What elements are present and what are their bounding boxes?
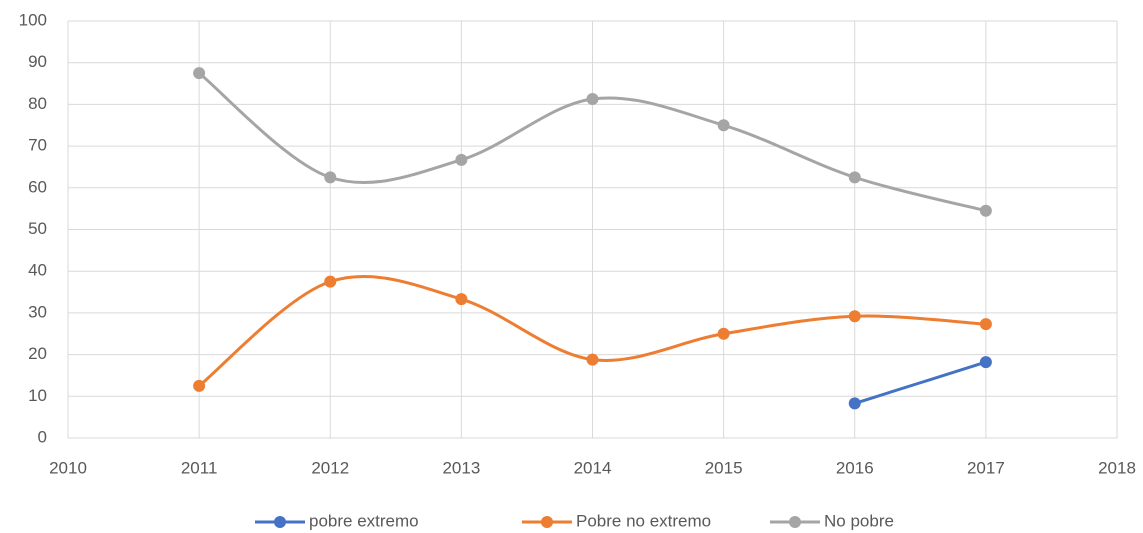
point bbox=[455, 153, 468, 166]
legend-label: No pobre bbox=[824, 511, 894, 530]
y-tick-label: 50 bbox=[28, 219, 47, 238]
y-tick-label: 10 bbox=[28, 386, 47, 405]
y-tick-label: 90 bbox=[28, 52, 47, 71]
legend-label: Pobre no extremo bbox=[576, 511, 711, 530]
legend-label: pobre extremo bbox=[309, 511, 419, 530]
point bbox=[586, 92, 599, 105]
point bbox=[455, 293, 468, 306]
y-tick-label: 30 bbox=[28, 302, 47, 321]
x-tick-label: 2015 bbox=[705, 458, 743, 477]
point bbox=[848, 171, 861, 184]
point bbox=[848, 310, 861, 323]
y-tick-label: 0 bbox=[38, 427, 47, 446]
x-tick-label: 2012 bbox=[311, 458, 349, 477]
legend-marker bbox=[789, 516, 801, 528]
point bbox=[586, 353, 599, 366]
point bbox=[193, 67, 206, 80]
y-tick-label: 70 bbox=[28, 136, 47, 155]
y-tick-label: 60 bbox=[28, 177, 47, 196]
point bbox=[717, 327, 730, 340]
y-tick-label: 40 bbox=[28, 261, 47, 280]
x-tick-label: 2010 bbox=[49, 458, 87, 477]
legend-marker bbox=[274, 516, 286, 528]
point bbox=[979, 356, 992, 369]
point bbox=[979, 204, 992, 217]
point bbox=[979, 318, 992, 331]
point bbox=[717, 119, 730, 132]
point bbox=[324, 171, 337, 184]
point bbox=[324, 275, 337, 288]
x-tick-label: 2016 bbox=[836, 458, 874, 477]
legend-marker bbox=[541, 516, 553, 528]
x-tick-label: 2014 bbox=[574, 458, 612, 477]
y-tick-label: 80 bbox=[28, 94, 47, 113]
x-tick-label: 2011 bbox=[181, 458, 218, 477]
y-tick-label: 100 bbox=[19, 10, 47, 29]
x-tick-label: 2017 bbox=[967, 458, 1005, 477]
y-tick-label: 20 bbox=[28, 344, 47, 363]
x-tick-label: 2013 bbox=[442, 458, 480, 477]
series-line bbox=[854, 360, 987, 405]
point bbox=[193, 379, 206, 392]
x-tick-label: 2018 bbox=[1098, 458, 1136, 477]
point bbox=[848, 397, 861, 410]
